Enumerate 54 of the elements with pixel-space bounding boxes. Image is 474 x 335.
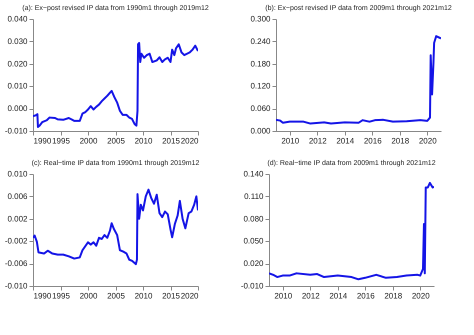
y-tick-label: 0.000 [250,126,272,136]
x-tick-label: 2018 [391,136,410,146]
y-tick-label: 0.010 [7,170,28,178]
y-tick-label: 0.000 [7,104,28,114]
y-tick-label: 0.020 [243,259,264,268]
y-tick-label: 0.180 [250,59,272,68]
y-tick-label: 0.010 [7,82,28,91]
x-tick-label: 1995 [52,292,70,300]
x-tick-label: 2020 [180,292,200,300]
x-tick-label: 2020 [180,136,200,146]
x-tick-label: 1995 [52,136,70,146]
x-tick-label: 2018 [384,292,403,300]
y-tick-label: 0.110 [244,192,264,201]
line-series [33,188,198,266]
x-tick-label: 2015 [162,292,180,300]
y-tick-label: 0.020 [7,59,28,68]
y-tick-label: 0.040 [7,14,28,24]
line-series [276,35,441,125]
x-tick-label: 2000 [80,292,98,300]
y-tick-label: -0.010 [240,282,264,290]
y-tick-label: 0.002 [7,214,28,224]
y-tick-label: 0.240 [250,36,272,46]
x-tick-label: 2010 [134,292,153,300]
y-tick-label: 0.080 [243,214,264,224]
y-tick-label: -0.002 [4,236,28,246]
x-tick-label: 2014 [336,136,355,146]
y-tick-label: 0.300 [250,14,272,24]
y-tick-label: -0.010 [4,282,28,290]
x-tick-label: 2010 [274,292,293,300]
line-series [33,42,198,128]
x-tick-label: 2010 [134,136,153,146]
x-tick-label: 2016 [364,136,382,146]
y-tick-label: 0.006 [7,192,28,201]
y-tick-label: 0.120 [250,82,272,91]
x-tick-label: 2015 [162,136,180,146]
x-tick-label: 2005 [107,292,126,300]
x-tick-label: 2016 [356,292,376,300]
x-tick-label: 2005 [107,136,126,146]
x-tick-label: 2014 [329,292,348,300]
x-tick-label: 2000 [80,136,98,146]
y-tick-label: 0.140 [243,170,264,178]
x-tick-label: 1990 [34,292,52,300]
y-tick-label: -0.006 [4,259,28,268]
y-tick-label: 0.050 [243,236,264,246]
x-tick-label: 2012 [308,136,328,146]
y-tick-label: 0.030 [7,36,28,46]
x-tick-label: 2020 [418,136,438,146]
y-tick-label: 0.060 [250,104,272,114]
x-tick-label: 1990 [34,136,52,146]
x-tick-label: 2012 [302,292,320,300]
x-tick-label: 2010 [281,136,300,146]
y-tick-label: -0.010 [4,126,28,136]
x-tick-label: 2020 [412,292,430,300]
line-series [269,182,434,280]
